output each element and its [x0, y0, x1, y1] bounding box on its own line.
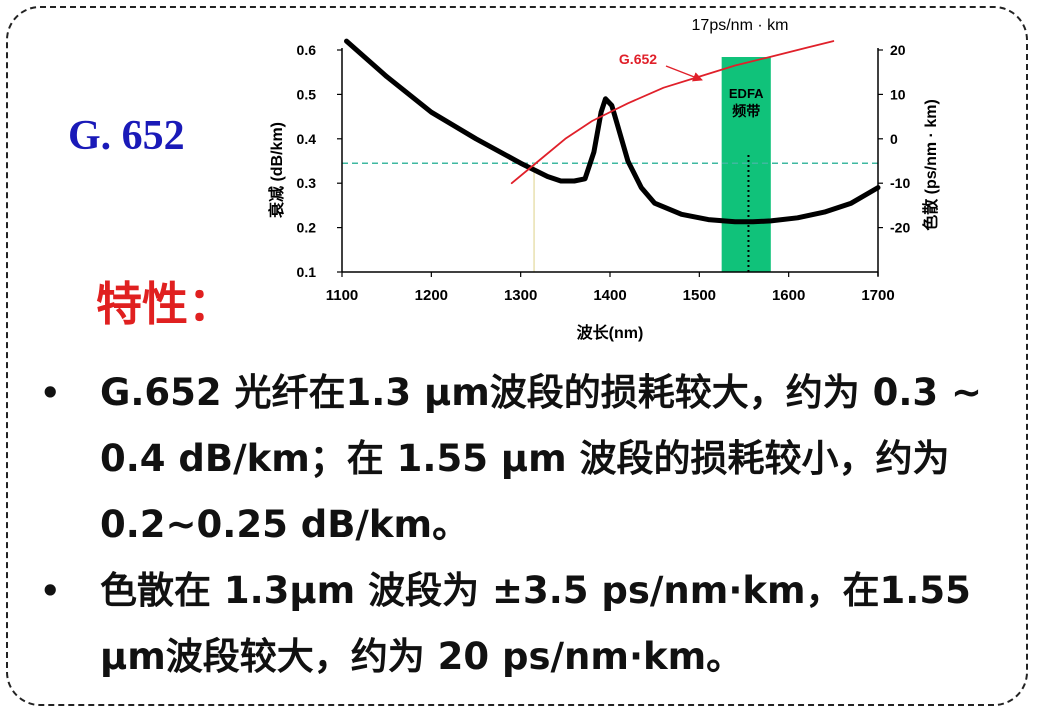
y-right-tick-label: -10	[890, 175, 910, 191]
section-heading: 特性：	[96, 277, 234, 331]
g652-label-arrow	[665, 65, 703, 82]
bullet-text: G.652 光纤在1.3 μm波段的损耗较大，约为 0.3 ~ 0.4 dB/k…	[100, 371, 983, 546]
attenuation-dispersion-chart: EDFA 频带 1100 1200 1300 1400 1500 1600 1700 0.1 0.2…	[267, 17, 940, 342]
y-left-tick-label: 0.6	[297, 42, 317, 58]
edfa-band-label: EDFA	[729, 86, 764, 101]
y-right-tick-label: -20	[890, 220, 910, 236]
x-tick-label: 1600	[772, 287, 805, 304]
bullet-dot: •	[40, 572, 61, 610]
g652-curve-label: G.652	[619, 51, 657, 67]
x-tick-label: 1400	[593, 287, 626, 304]
y-left-tick-label: 0.1	[297, 264, 317, 280]
bullet-text: 色散在 1.3μm 波段为 ±3.5 ps/nm·km，在1.55 μm波段较大…	[100, 569, 971, 678]
y-left-tick-label: 0.4	[297, 131, 317, 147]
y-right-tick-label: 20	[890, 42, 906, 58]
y-right-tick-label: 0	[890, 131, 898, 147]
x-tick-label: 1500	[683, 287, 716, 304]
bullet-dot: •	[40, 374, 61, 412]
attenuation-curve	[344, 38, 881, 225]
x-tick-label: 1300	[504, 287, 537, 304]
y-right-tick-label: 10	[890, 86, 906, 102]
x-tick-label: 1700	[861, 287, 894, 304]
dispersion-curve	[510, 40, 835, 185]
edfa-band-label: 频带	[732, 103, 760, 119]
y-left-tick-label: 0.2	[297, 220, 317, 236]
y-left-tick-label: 0.5	[297, 86, 317, 102]
x-tick-label: 1100	[326, 287, 359, 304]
y-axis-left-label: 衰减 (dB/km)	[267, 122, 286, 219]
slide-title: G. 652	[68, 113, 185, 159]
dispersion-label: 17ps/nm · km	[692, 17, 789, 34]
x-axis-label: 波长(nm)	[577, 323, 644, 342]
y-left-tick-label: 0.3	[297, 175, 317, 191]
x-tick-label: 1200	[415, 287, 448, 304]
edfa-band	[721, 57, 771, 272]
y-axis-right-label: 色散 (ps/nm · km)	[921, 99, 940, 231]
